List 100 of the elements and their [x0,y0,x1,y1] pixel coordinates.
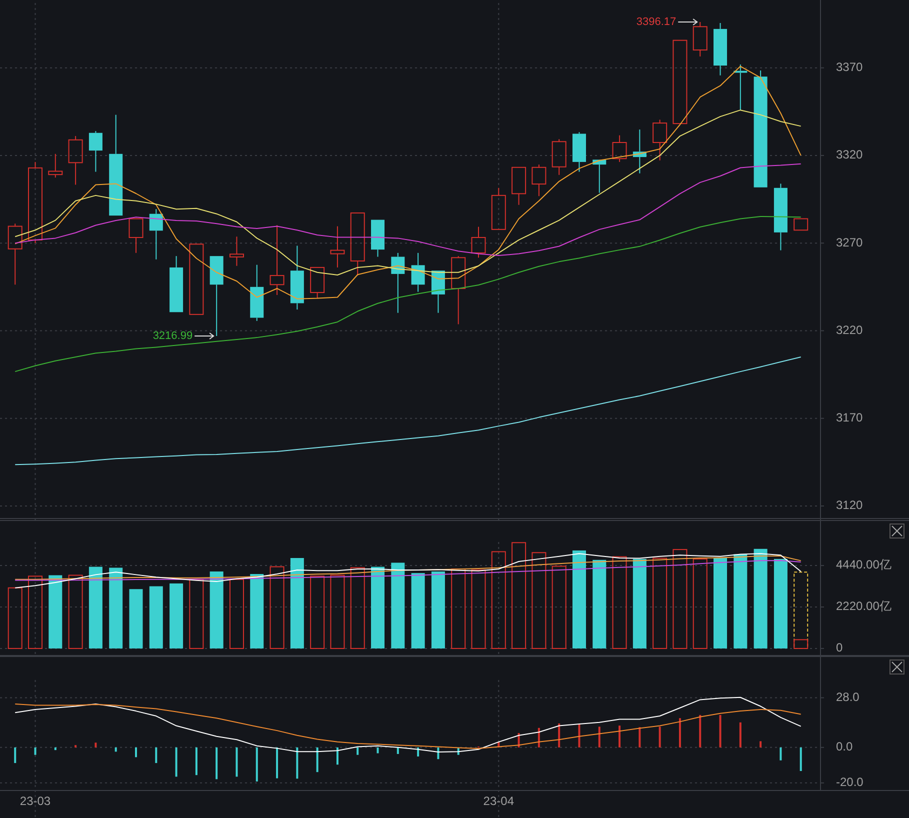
bar [129,589,143,648]
bar [8,587,22,649]
y-tick-label: 2220.00亿 [836,599,892,614]
candlestick [270,224,284,296]
bar [155,747,158,764]
bar [411,573,425,648]
bar [396,747,399,754]
y-tick-label: 0 [836,640,843,655]
line-series [14,560,802,581]
bar [376,747,379,754]
bar [451,568,466,649]
bar [692,558,708,649]
x-tick-label: 23-03 [20,794,51,808]
bar [276,747,278,778]
bar [739,722,742,748]
annotation: 3216.99 [152,330,193,342]
bar [800,747,802,772]
bar [699,714,702,748]
bar [760,741,762,748]
candlestick [371,220,385,258]
y-tick-label: 4440.00亿 [836,558,892,572]
y-tick-label: 3220 [836,322,864,337]
candlestick [290,245,304,310]
candlestick [330,226,345,268]
x-tick-label: 23-04 [483,794,514,808]
bar [149,586,163,648]
bar [250,574,264,648]
bar [612,556,627,649]
bar [572,550,586,648]
y-tick-label: 28.0 [836,690,860,704]
candlestick [68,136,83,186]
line-series [14,696,802,753]
candlestick [350,212,365,276]
bar [189,578,204,649]
bar [592,560,606,648]
bar [94,742,97,748]
candlestick [714,22,728,76]
bar [512,542,526,649]
bar [270,566,284,649]
line-series [14,553,802,588]
bar [336,747,338,765]
annotation: 3396.17 [636,16,676,28]
bar [391,562,405,648]
bar [719,714,722,748]
candlestick [512,166,526,206]
bar [780,747,782,760]
bar [491,551,506,649]
bar [134,747,137,758]
bar [632,558,646,648]
candlestick [794,218,808,231]
bar [109,568,123,648]
candlestick [652,119,668,161]
bar [170,583,184,648]
bar [216,747,218,780]
bar [618,726,621,748]
line-series [14,703,802,749]
bar [48,575,62,648]
candlestick [572,132,586,172]
candlestick [491,187,506,230]
y-tick-label: 0.0 [836,740,854,754]
bar [638,727,641,748]
bar [714,558,728,648]
bar [210,571,224,648]
bar [672,549,688,649]
bar [371,566,385,648]
bar [578,724,580,748]
bar [229,578,244,649]
bar [34,747,36,755]
candlestick [149,208,163,260]
line-series [14,356,802,466]
candlestick [210,256,224,336]
bar [658,726,661,748]
bar [754,548,768,648]
bar [316,747,318,772]
bar [471,569,486,649]
bar [678,718,681,748]
candlestick [88,130,102,172]
candlestick [229,236,244,266]
candlestick [754,70,768,188]
candlestick [411,252,425,292]
bar [431,571,445,648]
y-tick-label: 3320 [836,148,864,162]
bar [356,747,359,755]
candlestick [109,114,123,216]
line-series [14,216,802,372]
candlestick [128,218,144,254]
bar [532,552,546,649]
bar [14,747,16,764]
bar [552,566,566,649]
bar [652,558,668,649]
bar [236,747,238,777]
candlestick [250,264,264,322]
bar [310,576,325,649]
bar [54,747,56,750]
line-series [14,556,802,580]
bar [290,558,304,648]
candlestick [774,183,788,251]
bar [558,723,560,748]
bar [195,747,198,776]
bar [296,747,298,779]
